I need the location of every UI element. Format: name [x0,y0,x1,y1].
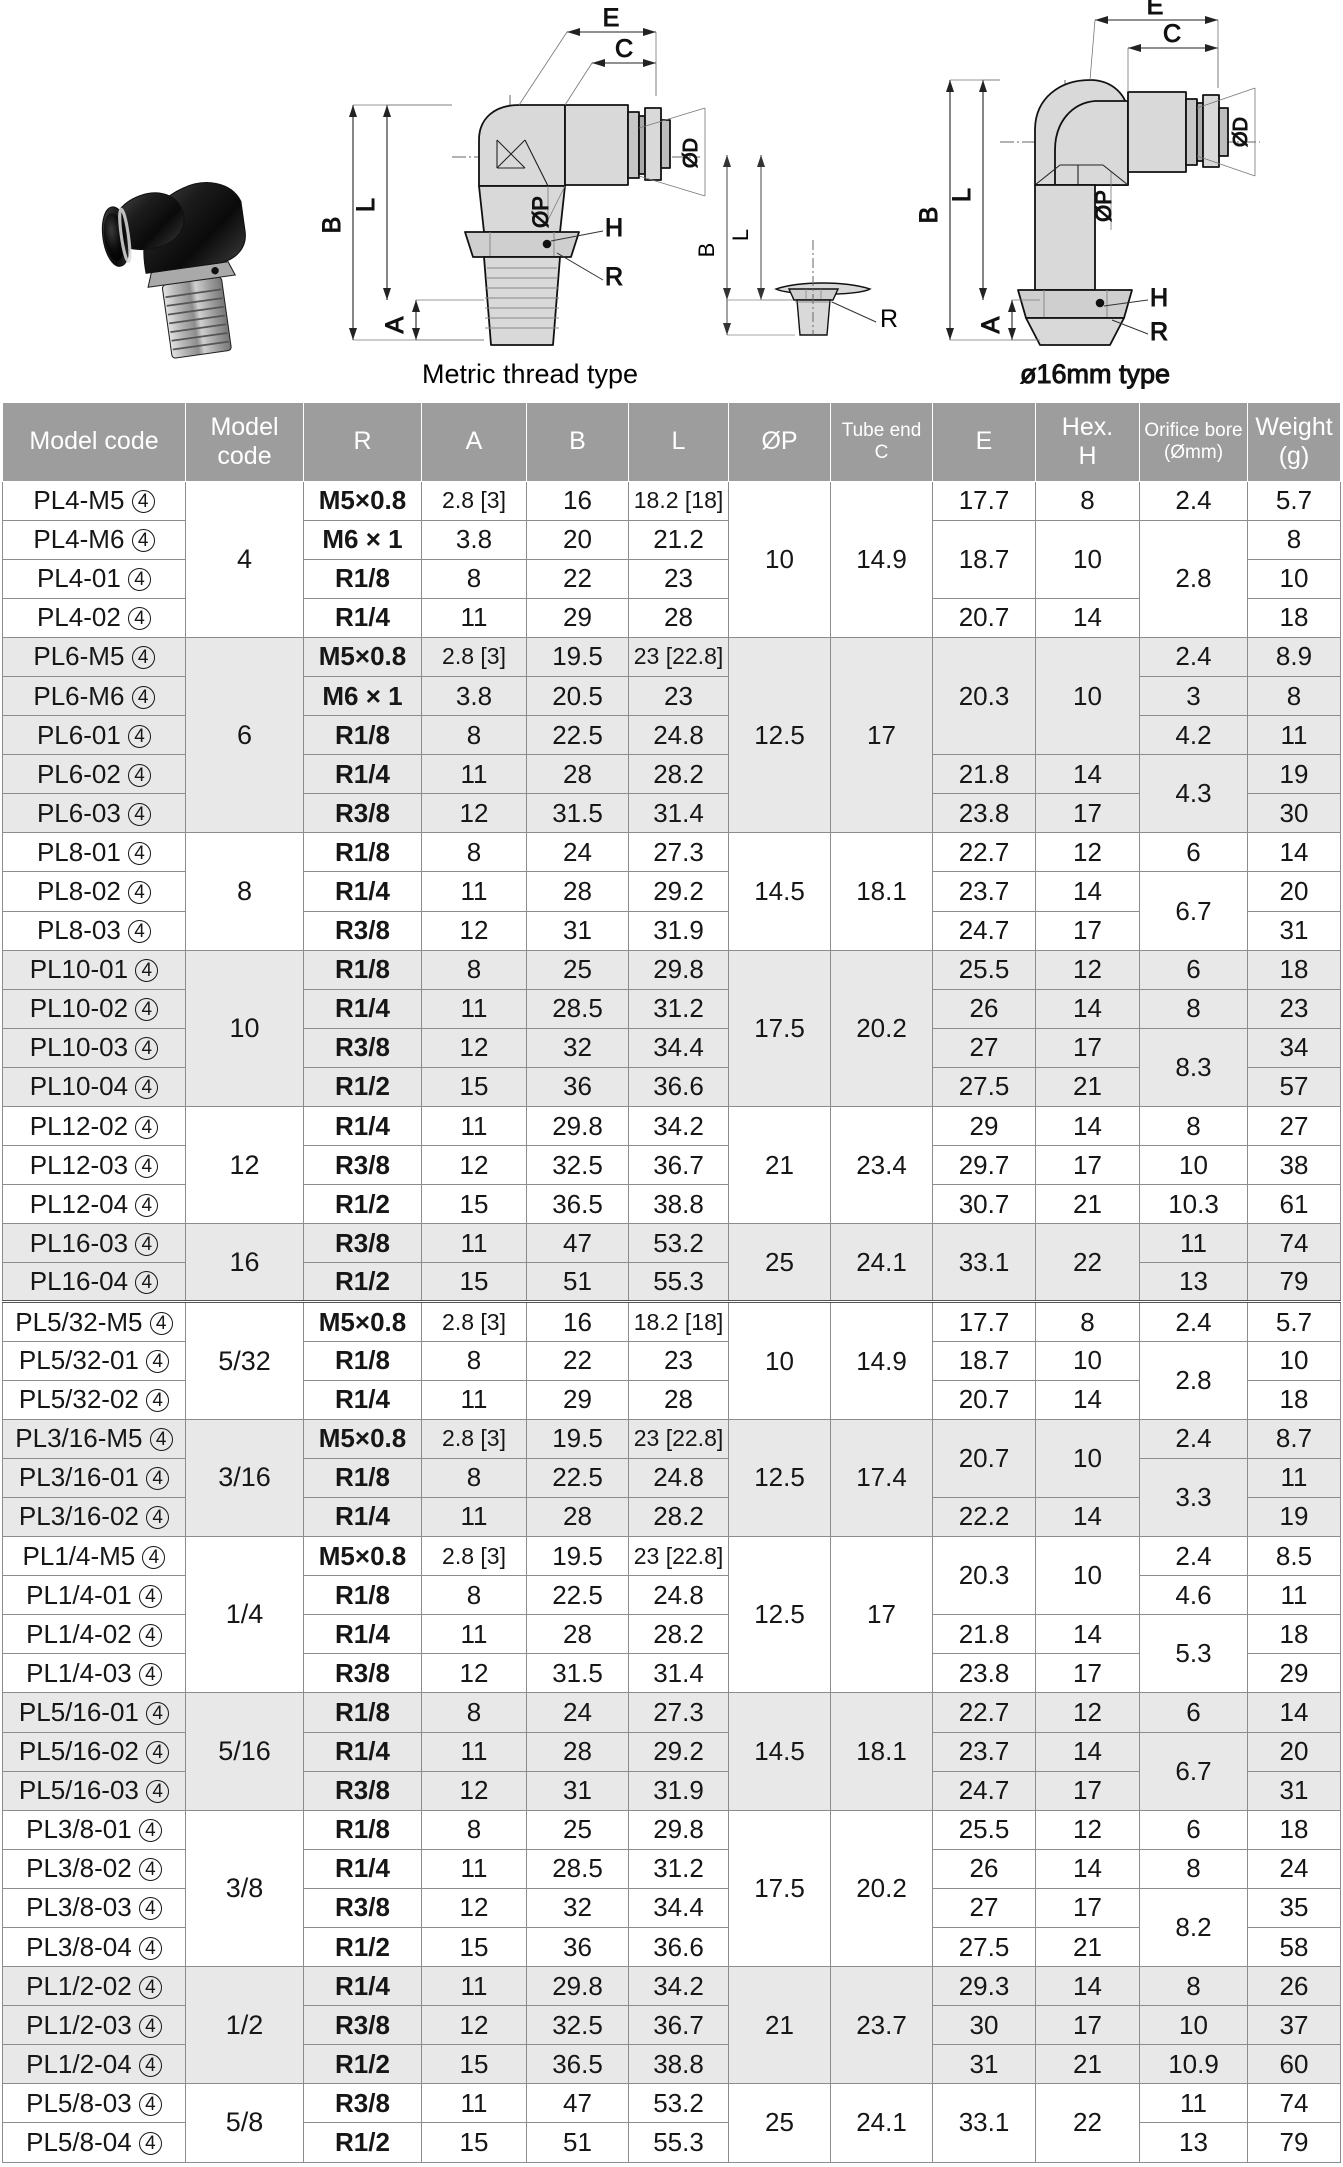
svg-text:R: R [880,305,898,333]
svg-text:C: C [1163,20,1181,48]
svg-text:H: H [605,214,623,242]
svg-text:L: L [352,198,380,212]
svg-text:L: L [948,188,976,202]
svg-text:H: H [1150,284,1168,312]
svg-text:ØD: ØD [680,138,702,168]
svg-text:Metric thread type: Metric thread type [422,359,638,389]
svg-text:ØP: ØP [528,196,553,228]
svg-text:ø16mm type: ø16mm type [1020,359,1170,389]
svg-text:B: B [694,243,719,258]
svg-text:ØD: ØD [1230,117,1252,147]
svg-text:R: R [1150,318,1168,346]
svg-text:C: C [615,35,633,63]
svg-text:A: A [977,316,1005,333]
svg-text:B: B [915,207,943,224]
svg-text:ØP: ØP [1091,190,1116,222]
svg-text:E: E [1147,0,1164,20]
svg-text:B: B [318,217,346,234]
svg-text:A: A [381,316,409,333]
svg-text:R: R [605,263,623,291]
svg-text:E: E [603,4,620,32]
svg-text:L: L [728,229,753,241]
